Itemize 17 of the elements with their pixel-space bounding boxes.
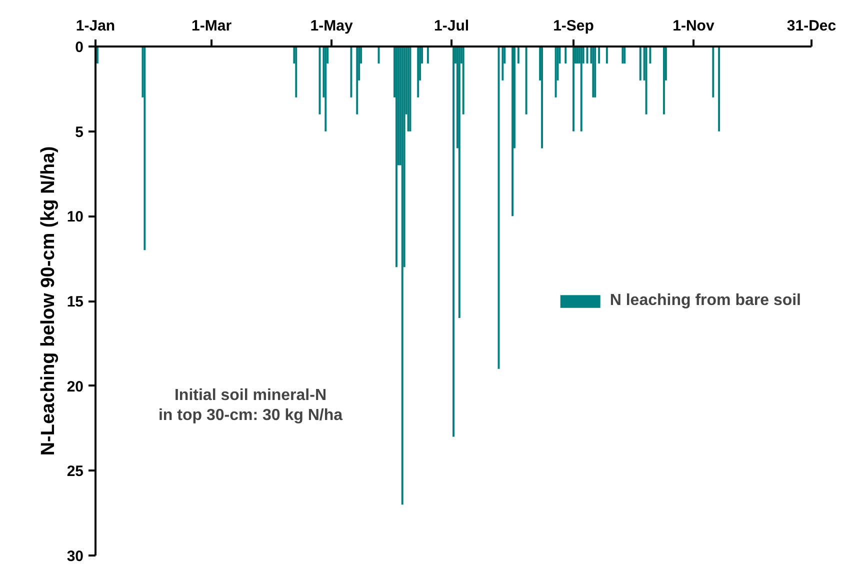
x-tick-label: 1-Mar [192, 18, 232, 34]
y-tick-label: 0 [75, 39, 84, 56]
y-tick-label: 15 [66, 294, 84, 310]
y-axis-title: N-Leaching below 90-cm (kg N/ha) [38, 146, 59, 456]
y-tick-label: 25 [66, 463, 84, 480]
x-tick-label: 1-May [310, 18, 354, 34]
y-tick-label: 5 [75, 124, 84, 141]
x-tick-label: 31-Dec [786, 18, 836, 34]
y-tick-label: 10 [66, 208, 84, 226]
x-tick-label: 1-Jul [434, 18, 470, 34]
y-tick-label: 30 [66, 548, 84, 565]
annotation: Initial soil mineral-N in top 30-cm: 30 kg N/ha [158, 386, 343, 424]
y-tick-label: 20 [66, 378, 84, 396]
x-tick-label: 1-Sep [553, 18, 594, 34]
legend-label: N leaching from bare soil [610, 292, 801, 310]
x-tick-label: 1-Jan [76, 18, 116, 34]
x-tick-label: 1-Nov [672, 18, 715, 34]
